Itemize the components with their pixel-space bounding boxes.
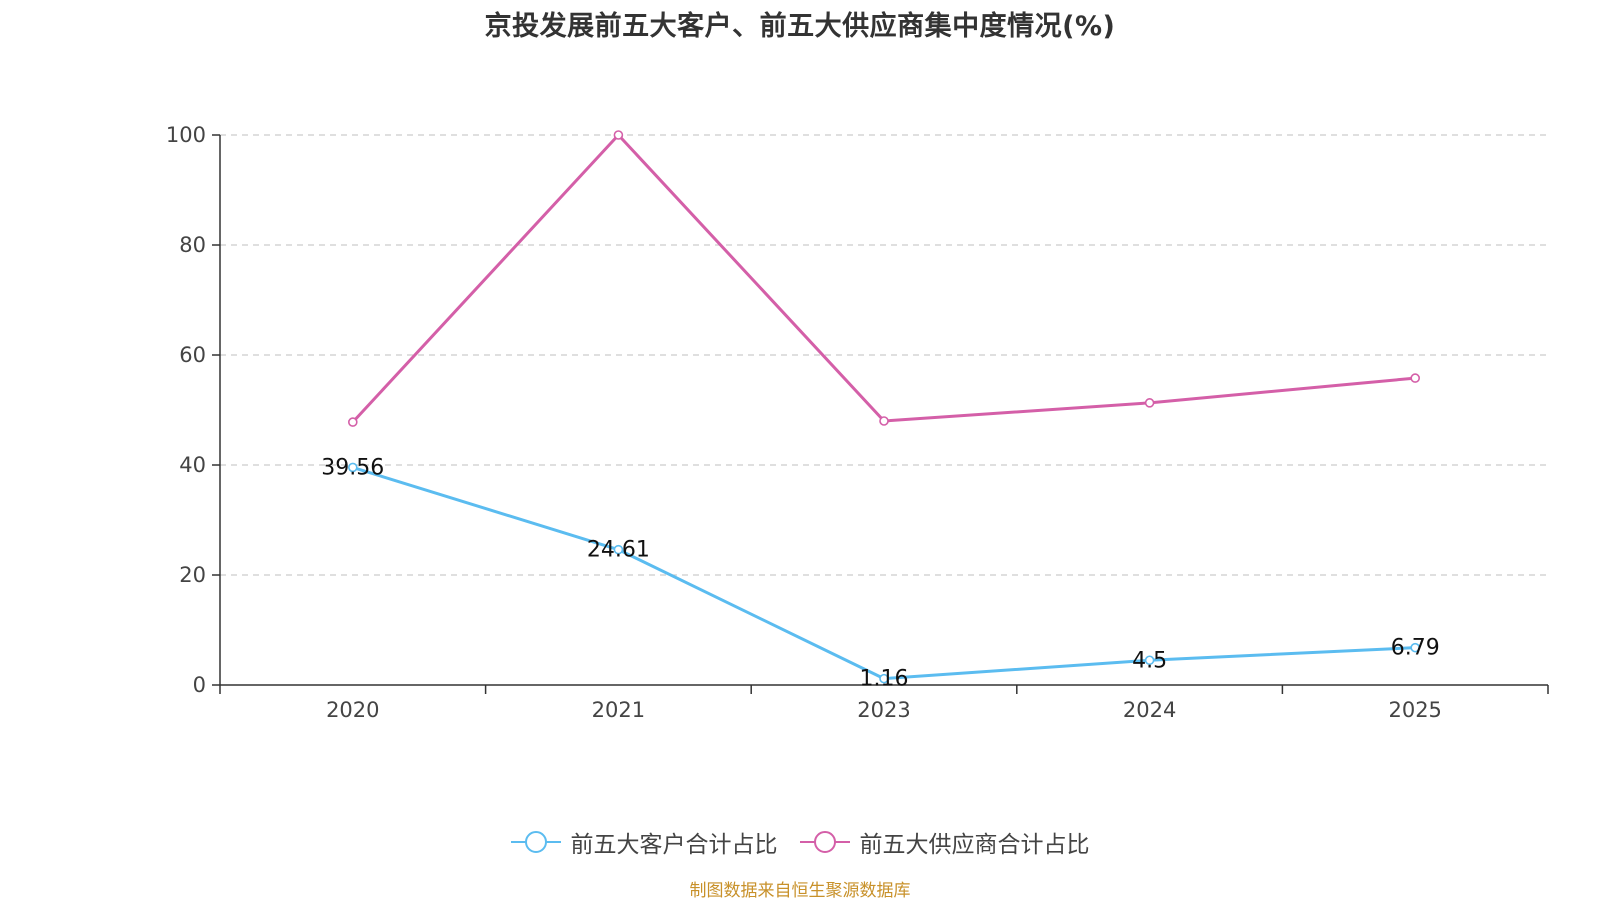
y-tick-label: 80 [179,233,206,257]
chart-title: 京投发展前五大客户、前五大供应商集中度情况(%) [484,11,1116,42]
data-point[interactable] [613,544,624,555]
y-tick-label: 20 [179,563,206,587]
y-tick-label: 40 [179,453,206,477]
data-point[interactable] [1144,398,1155,408]
data-labels: 39.56 24.61 1.16 4.5 6.79 [321,455,1439,691]
data-point[interactable] [347,417,358,427]
legend-customers-label: 前五大客户合计占比 [570,832,778,858]
legend-item-customers[interactable]: 前五大客户合计占比 [510,825,778,859]
series-line-1 [351,133,1416,424]
data-point[interactable] [1410,642,1420,653]
x-tick-label: 2024 [1123,698,1176,722]
data-point[interactable] [879,416,889,426]
legend-item-suppliers[interactable]: 前五大供应商合计占比 [799,825,1090,859]
legend-customers-icon [510,831,561,853]
data-label: 6.79 [1391,636,1440,661]
y-tick-label: 100 [166,123,206,147]
data-point[interactable] [1410,373,1420,383]
x-tick-label: 2025 [1388,698,1441,722]
series-lines [347,130,1420,684]
y-tick-label: 60 [179,343,206,367]
legend-suppliers-icon [799,831,850,853]
data-point[interactable] [879,673,889,684]
data-point[interactable] [613,130,624,140]
legend: 前五大客户合计占比 前五大供应商合计占比 [0,825,1600,859]
data-label: 4.5 [1132,648,1167,673]
source-note: 制图数据来自恒生聚源数据库 [689,881,911,900]
data-point[interactable] [1144,655,1155,666]
series-line-0 [352,465,1416,681]
data-label: 24.61 [587,538,650,563]
data-label: 39.56 [321,455,384,480]
y-tick-label: 0 [193,673,206,697]
data-point[interactable] [347,462,358,473]
grid-lines [220,134,1548,576]
x-tick-label: 2020 [326,698,379,722]
x-tick-label: 2023 [857,698,910,722]
legend-suppliers-label: 前五大供应商合计占比 [859,832,1090,858]
axes: 0 20 40 60 80 100 2020 2021 2023 2024 2025 [166,123,1549,722]
x-tick-label: 2021 [592,698,645,722]
data-label: 1.16 [860,667,909,692]
